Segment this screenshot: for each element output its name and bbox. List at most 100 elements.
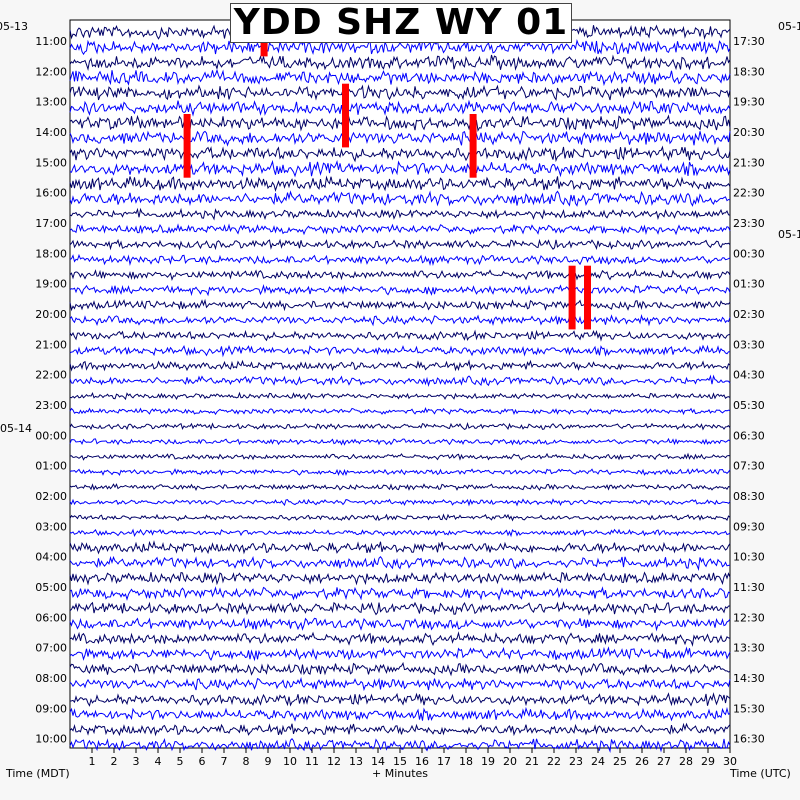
- left-hour-labels: 11:00 12:00 13:00 14:00 15:00 16:00 17:00 18:00…: [35, 35, 67, 746]
- x-tick-label: 18: [459, 755, 473, 768]
- left-hour-label: 23:00: [35, 399, 67, 412]
- right-hour-label: 02:30: [733, 308, 765, 321]
- trace-line: [69, 298, 731, 312]
- trace-line: [69, 676, 731, 692]
- trace-line: [69, 601, 731, 616]
- x-tick-label: 25: [613, 755, 627, 768]
- right-hour-labels: 17:30 18:30 19:30 20:30 21:30 22:30 23:30 00:30…: [733, 35, 765, 746]
- trace-line: [69, 84, 731, 101]
- trace-line: [69, 159, 731, 178]
- trace-line: [69, 54, 731, 71]
- x-tick-label: 9: [265, 755, 272, 768]
- x-tick-label: 28: [679, 755, 693, 768]
- left-hour-label: 12:00: [35, 65, 67, 78]
- left-hour-label: 10:00: [35, 733, 67, 746]
- right-hour-label: 15:30: [733, 702, 765, 715]
- trace-line: [69, 284, 731, 297]
- right-hour-label: 20:30: [733, 126, 765, 139]
- right-hour-label: 11:30: [733, 581, 765, 594]
- right-date-label-2: 05-1: [778, 228, 800, 241]
- trace-line: [69, 68, 731, 87]
- trace-line: [69, 513, 731, 522]
- left-hour-label: 09:00: [35, 702, 67, 715]
- left-hour-label: 07:00: [35, 642, 67, 655]
- x-tick-label: 4: [155, 755, 162, 768]
- x-tick-label: 30: [723, 755, 737, 768]
- clipped-event-marker: [469, 114, 477, 178]
- trace-line: [69, 617, 731, 632]
- trace-line: [69, 253, 731, 267]
- x-tick-label: 14: [371, 755, 385, 768]
- right-hour-label: 03:30: [733, 338, 765, 351]
- left-hour-label: 01:00: [35, 460, 67, 473]
- clipped-event-marker: [568, 265, 576, 330]
- right-hour-label: 00:30: [733, 247, 765, 260]
- left-hour-label: 20:00: [35, 308, 67, 321]
- trace-line: [69, 268, 731, 281]
- left-hour-label: 03:00: [35, 520, 67, 533]
- left-hour-label: 16:00: [35, 187, 67, 200]
- right-hour-label: 14:30: [733, 672, 765, 685]
- trace-line: [69, 483, 731, 492]
- left-hour-label: 06:00: [35, 611, 67, 624]
- trace-group: [69, 23, 731, 754]
- trace-line: [69, 391, 731, 401]
- left-hour-label: 18:00: [35, 247, 67, 260]
- x-tick-label: 13: [349, 755, 363, 768]
- clipped-event-marker: [183, 114, 191, 178]
- trace-line: [69, 737, 731, 754]
- trace-line: [69, 190, 731, 207]
- right-hour-label: 13:30: [733, 642, 765, 655]
- x-tick-label: 20: [503, 755, 517, 768]
- chart-title-box: YDD SHZ WY 01: [230, 3, 572, 43]
- trace-line: [69, 99, 731, 117]
- left-hour-label: 02:00: [35, 490, 67, 503]
- right-hour-label: 18:30: [733, 65, 765, 78]
- left-date-label-1: 05-13: [0, 20, 28, 33]
- x-tick-label: 15: [393, 755, 407, 768]
- trace-line: [69, 722, 731, 737]
- trace-line: [69, 571, 731, 586]
- right-hour-label: 06:30: [733, 429, 765, 442]
- x-tick-label: 22: [547, 755, 561, 768]
- trace-line: [69, 498, 731, 507]
- right-hour-label: 16:30: [733, 733, 765, 746]
- left-hour-label: 17:00: [35, 217, 67, 230]
- x-tick-label: 21: [525, 755, 539, 768]
- right-hour-label: 21:30: [733, 156, 765, 169]
- right-hour-label: 10:30: [733, 551, 765, 564]
- x-tick-label: 11: [305, 755, 319, 768]
- trace-line: [69, 540, 731, 555]
- left-axis-label: Time (MDT): [5, 767, 70, 780]
- left-hour-label: 14:00: [35, 126, 67, 139]
- right-hour-label: 09:30: [733, 520, 765, 533]
- x-tick-label: 3: [133, 755, 140, 768]
- right-date-label-1: 05-1: [778, 20, 800, 33]
- trace-line: [69, 359, 731, 372]
- left-hour-label: 04:00: [35, 551, 67, 564]
- left-hour-label: 22:00: [35, 369, 67, 382]
- trace-line: [69, 238, 731, 251]
- clipped-event-marker: [342, 83, 349, 148]
- x-tick-label: 12: [327, 755, 341, 768]
- left-hour-label: 00:00: [35, 429, 67, 442]
- trace-line: [69, 555, 731, 572]
- right-hour-label: 01:30: [733, 278, 765, 291]
- trace-line: [69, 313, 731, 327]
- x-axis-label: + Minutes: [372, 767, 428, 780]
- x-tick-label: 27: [657, 755, 671, 768]
- trace-line: [69, 452, 731, 461]
- left-hour-label: 08:00: [35, 672, 67, 685]
- right-hour-label: 22:30: [733, 187, 765, 200]
- trace-line: [69, 528, 731, 538]
- trace-line: [69, 329, 731, 342]
- trace-line: [69, 114, 731, 133]
- right-hour-label: 04:30: [733, 369, 765, 382]
- trace-line: [69, 421, 731, 431]
- right-hour-label: 05:30: [733, 399, 765, 412]
- x-tick-label: 23: [569, 755, 583, 768]
- x-tick-label: 26: [635, 755, 649, 768]
- right-hour-label: 19:30: [733, 96, 765, 109]
- right-hour-label: 23:30: [733, 217, 765, 230]
- x-tick-label: 29: [701, 755, 715, 768]
